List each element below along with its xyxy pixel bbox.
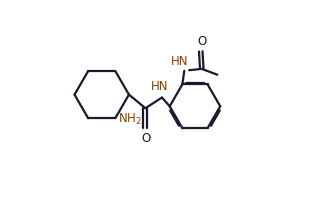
- Text: O: O: [142, 132, 151, 145]
- Text: NH$_2$: NH$_2$: [118, 112, 142, 127]
- Text: HN: HN: [151, 80, 169, 93]
- Text: HN: HN: [171, 55, 188, 68]
- Text: O: O: [197, 35, 206, 48]
